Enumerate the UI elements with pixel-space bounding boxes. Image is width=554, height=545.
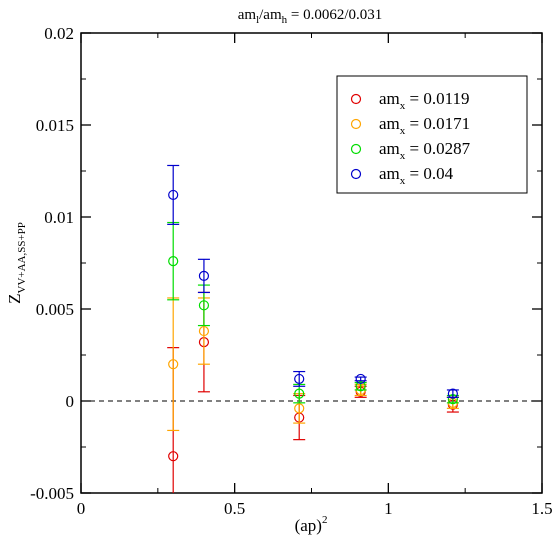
y-tick-label: 0.015 (36, 116, 74, 135)
legend-label: amx = 0.0119 (379, 89, 470, 112)
x-tick-label: 0 (77, 499, 86, 518)
data-point (447, 388, 458, 399)
legend-marker (350, 93, 362, 105)
data-point (198, 270, 210, 281)
series-layer (167, 164, 459, 493)
data-point (294, 388, 305, 399)
data-point (294, 373, 305, 385)
data-point (198, 325, 210, 337)
data-point (168, 451, 179, 462)
y-tick-label: 0.005 (36, 300, 74, 319)
data-point (355, 381, 366, 392)
legend-box (336, 75, 528, 194)
y-axis-label: ZVV+AA,SS+PP (5, 222, 28, 304)
y-tick-label: 0.01 (44, 208, 74, 227)
x-tick-label: 1.5 (531, 499, 552, 518)
x-tick-label: 1 (384, 499, 393, 518)
y-tick-label: 0 (66, 392, 75, 411)
series-4 (167, 164, 459, 399)
legend-marker (350, 143, 362, 155)
data-point (168, 256, 179, 267)
data-point (198, 300, 210, 311)
legend-marker (350, 118, 362, 130)
x-tick-label: 0.5 (224, 499, 245, 518)
data-point (168, 359, 179, 370)
series-2 (167, 297, 459, 432)
legend-label: amx = 0.0287 (379, 139, 471, 162)
series-3 (167, 221, 459, 405)
data-point (355, 373, 366, 385)
legend-label: amx = 0.04 (379, 164, 454, 187)
series-1 (167, 291, 459, 493)
y-tick-label: -0.005 (30, 484, 74, 503)
legend-marker (350, 168, 362, 180)
legend-label: amx = 0.0171 (379, 114, 470, 137)
x-axis-label: (ap)2 (295, 514, 328, 535)
data-point (294, 403, 305, 414)
chart-title: aml/amh = 0.0062/0.031 (238, 7, 383, 26)
data-point (168, 189, 179, 201)
y-tick-label: 0.02 (44, 24, 74, 43)
